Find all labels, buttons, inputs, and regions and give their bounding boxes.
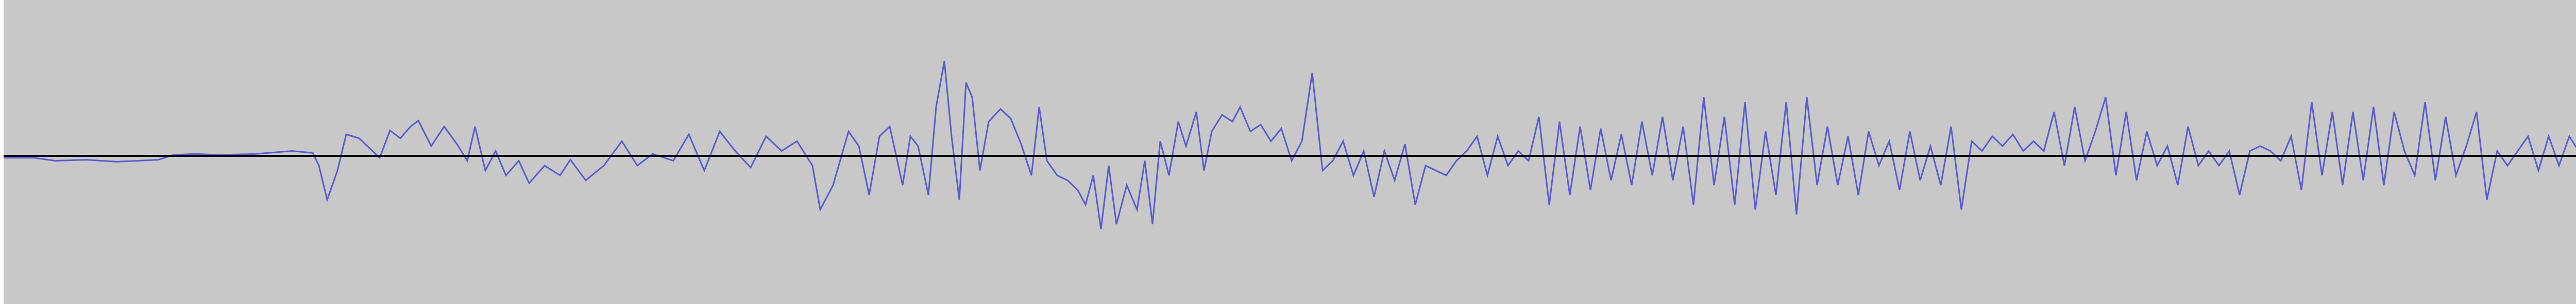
track-background [4, 0, 2576, 304]
audio-track[interactable] [4, 0, 2576, 304]
waveform-line [4, 61, 2576, 229]
track-left-border [0, 0, 4, 304]
waveform-display [4, 0, 2576, 304]
